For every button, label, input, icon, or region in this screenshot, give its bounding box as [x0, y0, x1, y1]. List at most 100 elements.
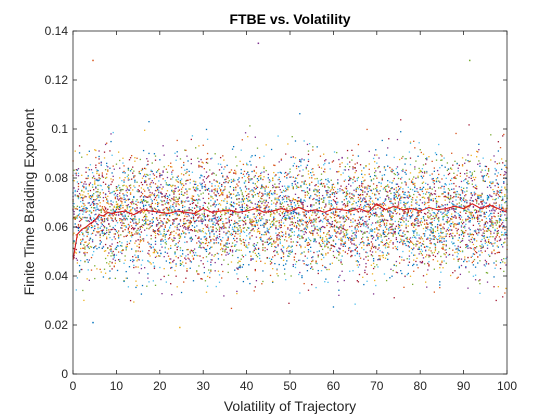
- scatter-point: [279, 180, 281, 183]
- scatter-point: [311, 283, 313, 286]
- scatter-point: [295, 185, 298, 187]
- scatter-point: [312, 256, 314, 258]
- scatter-point: [205, 188, 208, 191]
- scatter-point: [126, 218, 128, 221]
- scatter-point: [276, 211, 278, 214]
- scatter-point: [221, 240, 223, 242]
- scatter-point: [358, 255, 361, 257]
- scatter-point: [171, 231, 173, 233]
- scatter-point: [277, 228, 279, 230]
- scatter-point: [244, 186, 247, 188]
- scatter-point: [280, 249, 283, 251]
- scatter-point: [405, 182, 407, 184]
- scatter-point: [366, 224, 368, 227]
- scatter-point: [261, 184, 263, 186]
- scatter-point: [172, 213, 174, 216]
- scatter-point: [232, 193, 235, 195]
- scatter-point: [398, 188, 401, 190]
- scatter-point: [215, 213, 217, 215]
- scatter-point: [218, 281, 221, 283]
- scatter-point: [382, 209, 385, 211]
- scatter-point: [140, 187, 143, 189]
- scatter-point: [295, 226, 298, 228]
- scatter-point: [97, 218, 99, 220]
- scatter-point: [267, 193, 269, 195]
- scatter-point: [165, 260, 168, 262]
- scatter-point: [303, 260, 305, 262]
- scatter-point: [128, 266, 131, 268]
- scatter-point: [191, 202, 194, 205]
- scatter-point: [376, 186, 378, 189]
- scatter-point: [141, 224, 144, 226]
- scatter-point: [205, 177, 208, 180]
- scatter-point: [361, 238, 363, 240]
- scatter-point: [362, 236, 364, 238]
- scatter-point: [121, 224, 123, 227]
- scatter-point: [168, 208, 171, 210]
- scatter-point: [282, 234, 285, 236]
- scatter-point: [329, 216, 331, 218]
- scatter-point: [84, 246, 86, 248]
- scatter-point: [298, 234, 300, 236]
- scatter-point: [361, 181, 363, 183]
- scatter-point: [217, 219, 220, 221]
- scatter-point: [408, 238, 411, 240]
- scatter-point: [211, 182, 213, 185]
- scatter-point: [276, 210, 278, 212]
- scatter-point: [303, 228, 305, 230]
- scatter-point: [84, 248, 86, 250]
- scatter-point: [338, 289, 340, 291]
- scatter-point: [357, 211, 360, 213]
- scatter-point: [272, 281, 274, 283]
- scatter-point: [285, 236, 287, 238]
- scatter-point: [205, 239, 208, 242]
- scatter-point: [81, 240, 83, 243]
- scatter-point: [338, 276, 340, 278]
- scatter-point: [163, 275, 165, 278]
- scatter-point: [146, 209, 148, 211]
- scatter-point: [387, 191, 389, 193]
- scatter-point: [273, 241, 275, 243]
- scatter-point: [86, 252, 88, 254]
- scatter-point: [141, 284, 144, 287]
- scatter-point: [101, 175, 103, 178]
- scatter-point: [278, 222, 280, 224]
- scatter-point: [230, 197, 233, 199]
- scatter-point: [250, 255, 252, 257]
- scatter-point: [130, 178, 133, 180]
- scatter-point: [139, 158, 141, 161]
- scatter-point: [186, 209, 188, 212]
- scatter-point: [73, 187, 75, 189]
- scatter-point: [123, 179, 125, 181]
- scatter-point: [341, 207, 343, 210]
- scatter-point: [96, 231, 98, 233]
- scatter-point: [392, 223, 394, 225]
- scatter-point: [251, 193, 253, 196]
- scatter-point: [321, 238, 324, 241]
- scatter-point: [400, 197, 402, 199]
- scatter-point: [203, 213, 205, 216]
- scatter-point: [326, 241, 328, 243]
- scatter-point: [170, 233, 172, 236]
- scatter-point: [292, 241, 294, 243]
- scatter-point: [283, 218, 286, 221]
- scatter-point: [267, 209, 269, 212]
- scatter-point: [239, 160, 241, 163]
- scatter-point: [214, 194, 216, 196]
- scatter-point: [223, 245, 225, 248]
- scatter-point: [216, 229, 219, 231]
- scatter-point: [396, 241, 399, 243]
- scatter-point: [132, 189, 134, 191]
- scatter-point: [159, 214, 161, 217]
- scatter-point: [154, 249, 157, 251]
- scatter-point: [254, 188, 256, 190]
- scatter-point: [334, 243, 337, 245]
- scatter-point: [344, 165, 347, 168]
- scatter-point: [235, 213, 237, 215]
- scatter-point: [336, 203, 338, 206]
- scatter-point: [293, 217, 296, 219]
- scatter-point: [353, 176, 355, 178]
- scatter-point: [355, 260, 357, 262]
- scatter-point: [407, 191, 409, 193]
- scatter-point: [178, 208, 181, 211]
